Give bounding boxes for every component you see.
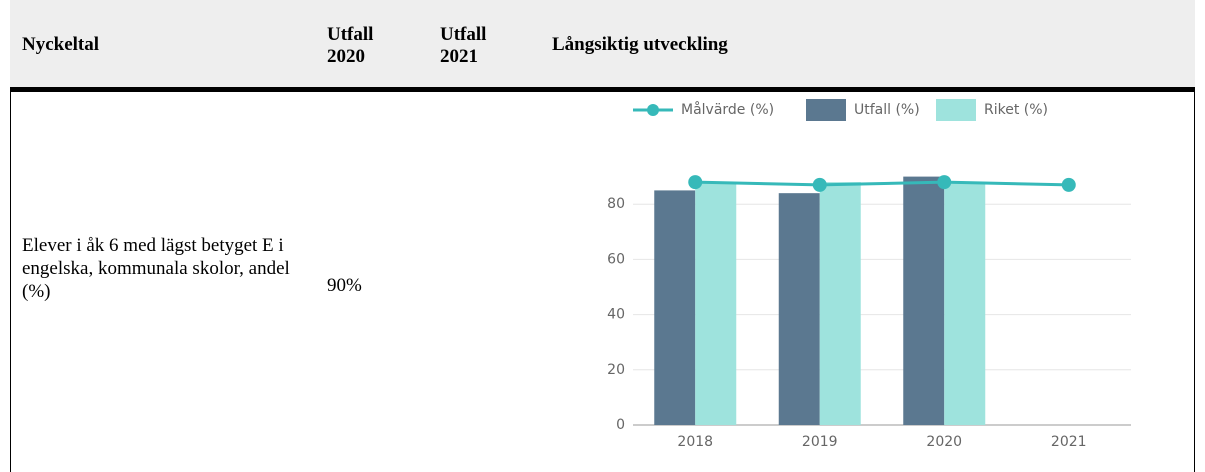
y-tick-label: 60 [607,251,625,267]
legend-label: Riket (%) [984,102,1048,118]
header-rule [10,87,1195,92]
x-tick-label: 2021 [1051,434,1087,450]
header-cell: Långsiktig utveckling [552,34,728,55]
left-border [10,92,11,472]
x-tick-label: 2019 [802,434,838,450]
bar [654,190,696,425]
row-label: Elever i åk 6 med lägst betyget E i enge… [22,235,290,302]
point [688,175,703,190]
x-tick-label: 2018 [677,434,713,450]
x-tick-label: 2020 [926,434,962,450]
header-bg [10,0,1195,88]
legend-label: Utfall (%) [854,102,920,118]
bar [695,182,737,425]
point [812,177,827,192]
row-value: 90% [327,275,362,296]
bar [819,182,861,425]
right-border [1194,92,1195,472]
point [1061,177,1076,192]
y-tick-label: 40 [607,307,625,323]
line [695,180,1069,187]
legend-label: Målvärde (%) [681,101,774,118]
y-tick-label: 20 [607,362,625,378]
header-cell: Nyckeltal [22,34,100,55]
y-tick-label: 80 [607,196,625,212]
point [937,175,952,190]
y-tick-label: 0 [616,417,625,433]
bar [903,176,945,425]
legend-swatch [936,99,976,121]
bar [944,182,986,425]
header-cell: Utfall 2020 [327,24,374,67]
header-cell: Utfall 2021 [440,24,487,67]
legend-swatch [647,104,659,116]
bar [778,193,820,425]
legend-swatch [806,99,846,121]
